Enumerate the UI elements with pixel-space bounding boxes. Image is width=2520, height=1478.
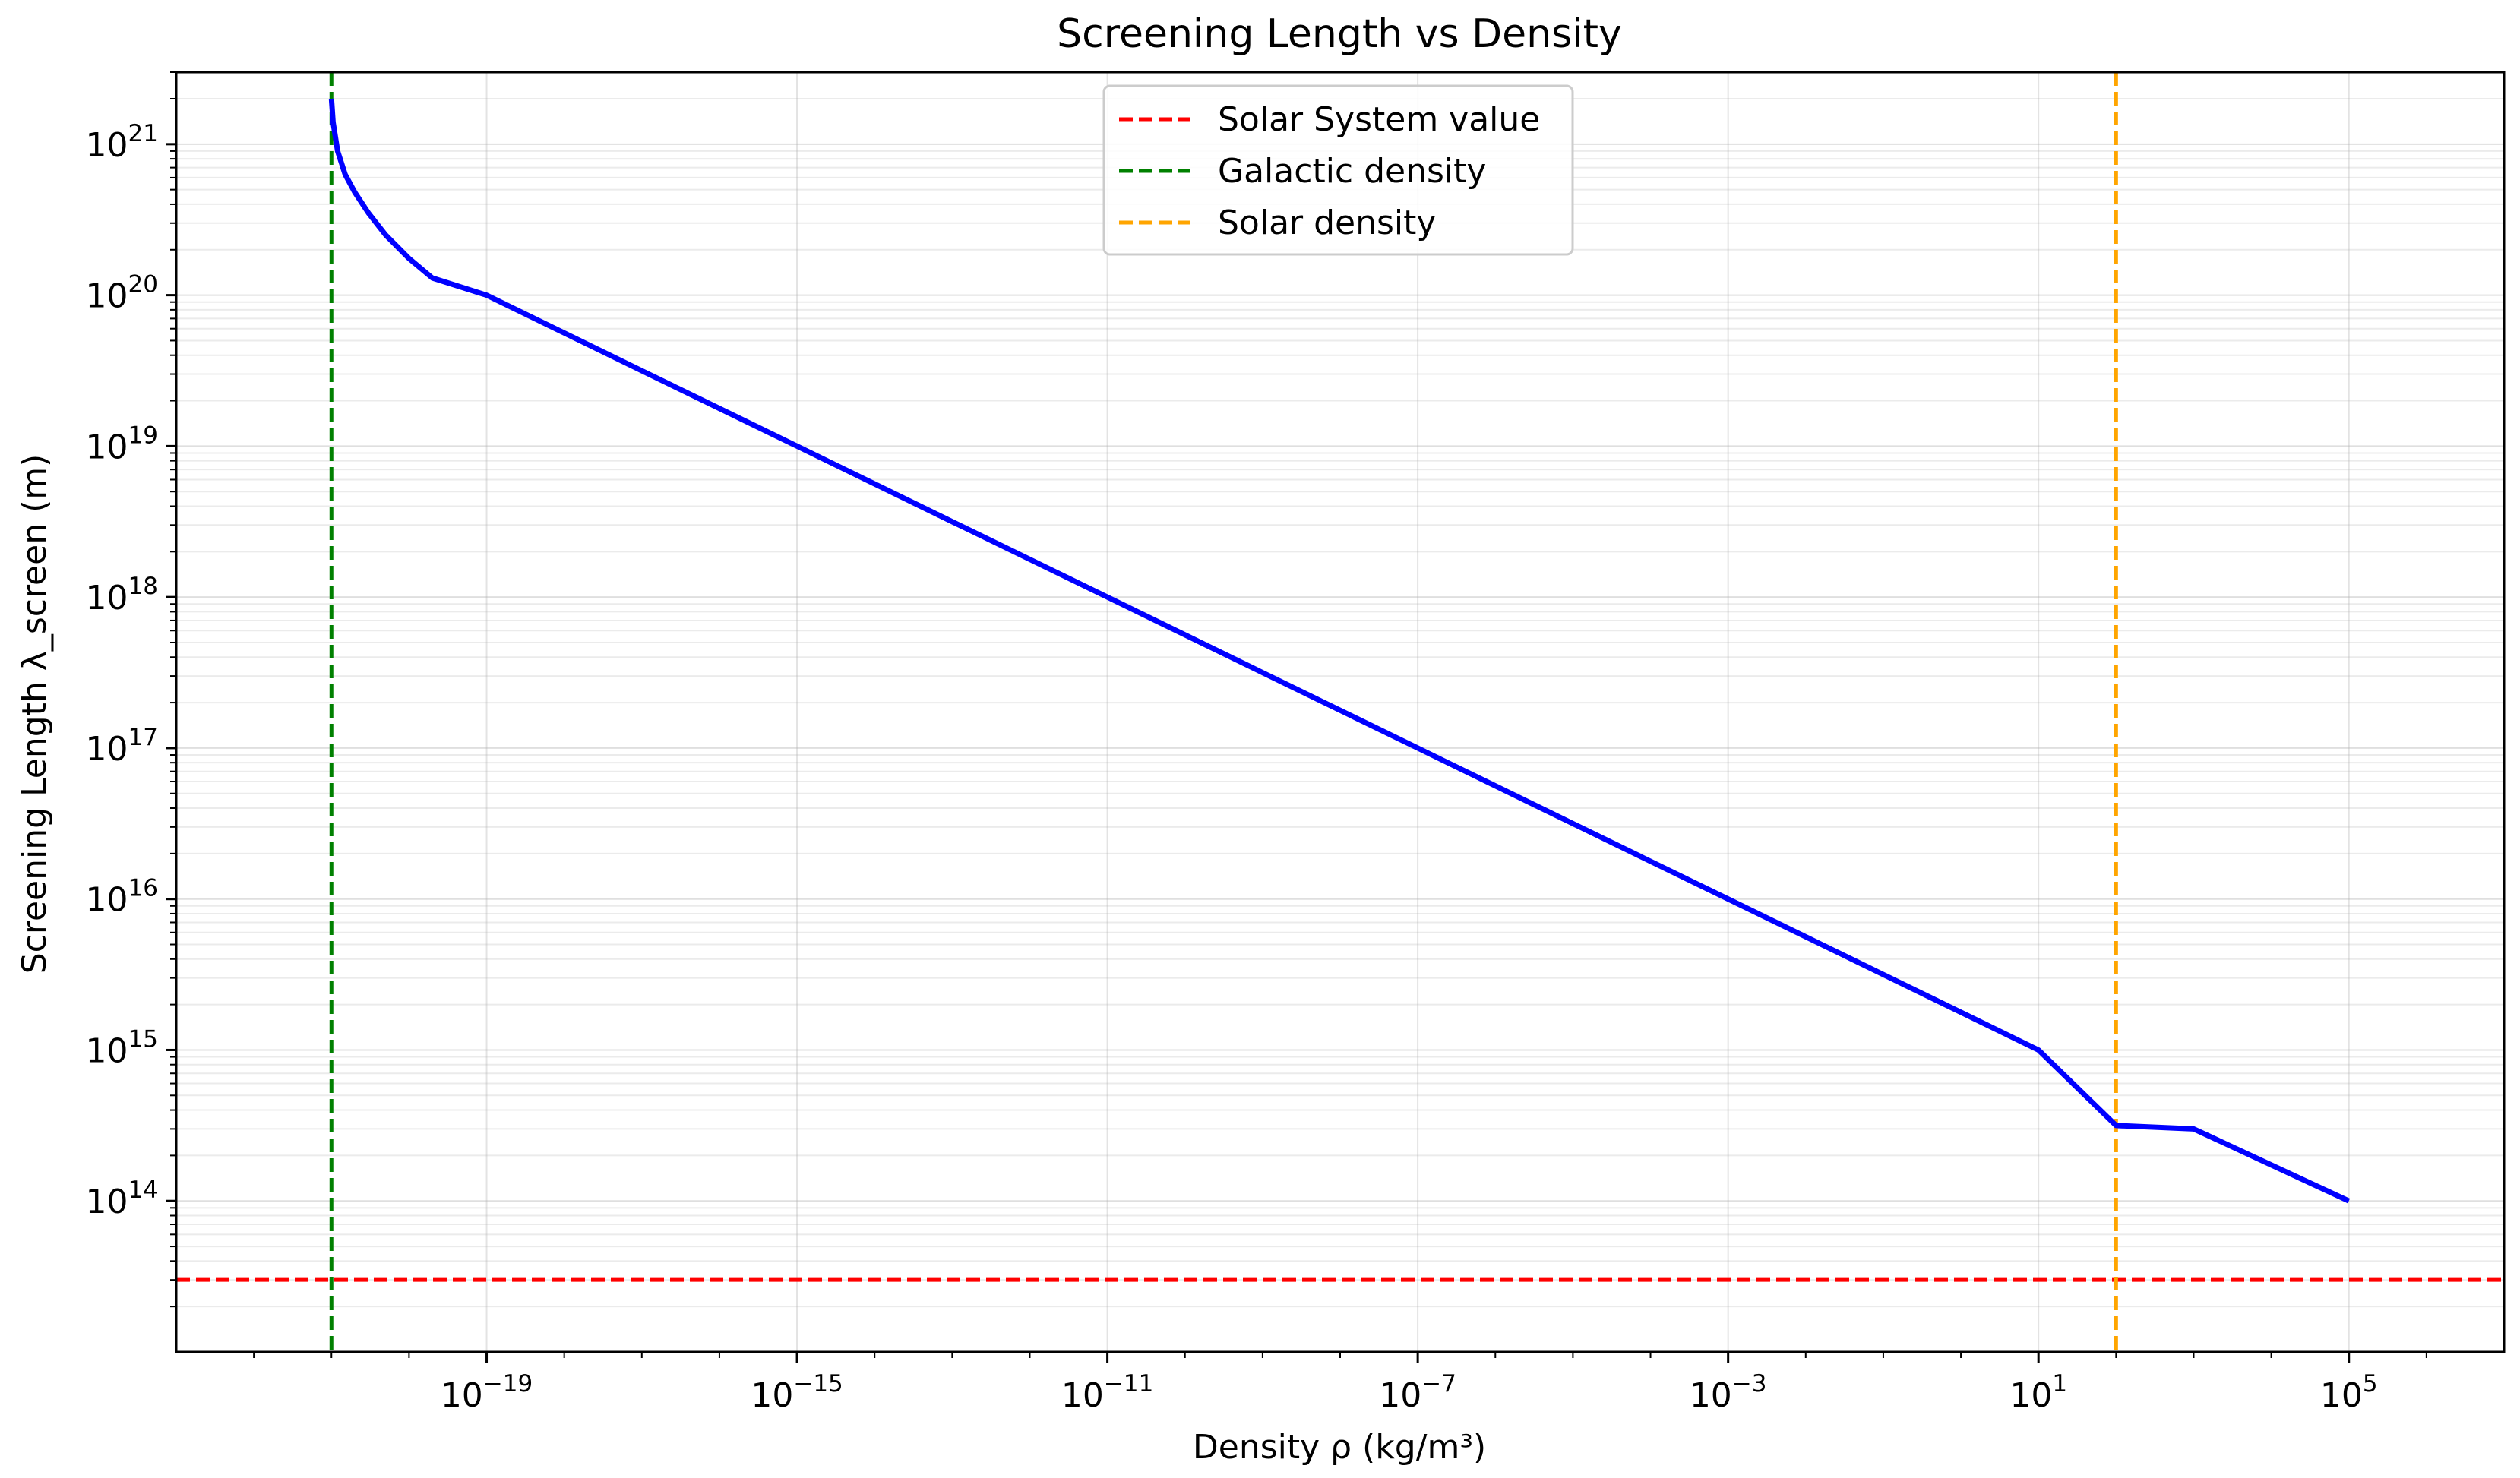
y-tick-label: 1018 xyxy=(86,573,158,617)
y-tick-label: 1017 xyxy=(86,724,158,769)
chart-title: Screening Length vs Density xyxy=(1057,11,1622,57)
y-tick-label: 1016 xyxy=(86,875,158,920)
x-tick-label: 10−11 xyxy=(1061,1370,1153,1415)
y-tick-label: 1019 xyxy=(86,422,158,466)
x-tick-label: 10−7 xyxy=(1379,1370,1456,1415)
y-axis-label: Screening Length λ_screen (m) xyxy=(15,454,54,974)
legend-box xyxy=(1102,84,1574,256)
axis-ticks: 10−19 10−15 10−11 10−7 10−3 101 105 1014 1015 101… xyxy=(86,71,2427,1415)
reference-lines xyxy=(176,72,2504,1352)
y-tick-label: 1020 xyxy=(86,271,158,316)
y-tick-label: 1021 xyxy=(86,120,158,165)
legend-label: Solar density xyxy=(1218,204,1436,242)
x-tick-label: 10−19 xyxy=(441,1370,533,1415)
x-tick-label: 10−3 xyxy=(1690,1370,1767,1415)
legend-label: Solar System value xyxy=(1218,100,1540,139)
series-line xyxy=(328,98,2351,1204)
x-axis-label: Density ρ (kg/m³) xyxy=(1193,1428,1486,1467)
data-series xyxy=(328,98,2351,1204)
y-tick-label: 1015 xyxy=(86,1025,158,1070)
legend-label: Galactic density xyxy=(1218,152,1486,191)
x-tick-label: 101 xyxy=(2009,1370,2067,1415)
x-tick-label: 105 xyxy=(2320,1370,2378,1415)
legend: Solar System value Galactic density Solar … xyxy=(1102,84,1574,256)
y-tick-label: 1014 xyxy=(86,1176,158,1221)
x-tick-label: 10−15 xyxy=(751,1370,843,1415)
